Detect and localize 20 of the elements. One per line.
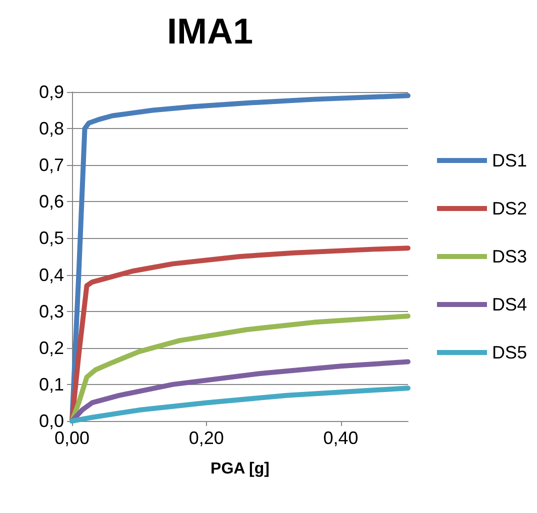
y-tick-label: 0,9 bbox=[38, 82, 64, 102]
x-axis-title: PGA [g] bbox=[210, 460, 270, 478]
y-tick-label: 0,7 bbox=[38, 155, 64, 176]
y-tick-label: 0,3 bbox=[38, 301, 64, 322]
legend-label: DS2 bbox=[492, 198, 527, 218]
x-tick-label: 0,40 bbox=[323, 428, 358, 448]
legend-label: DS5 bbox=[492, 342, 527, 362]
y-tick-label: 0,0 bbox=[38, 411, 64, 431]
y-tick-label: 0,8 bbox=[38, 118, 64, 139]
y-tick-label: 0,2 bbox=[38, 338, 64, 358]
y-tick-label: 0,6 bbox=[38, 192, 64, 212]
x-tick-label: 0,20 bbox=[188, 428, 224, 448]
y-tick-label: 0,1 bbox=[38, 374, 64, 394]
chart-title: IMA1 bbox=[166, 10, 254, 52]
legend-label: DS4 bbox=[492, 294, 527, 314]
x-tick-label: 0,00 bbox=[54, 428, 90, 448]
y-tick-label: 0,5 bbox=[38, 228, 64, 248]
legend-label: DS3 bbox=[492, 246, 527, 266]
legend-label: DS1 bbox=[492, 150, 527, 170]
y-tick-label: 0,4 bbox=[38, 264, 64, 285]
